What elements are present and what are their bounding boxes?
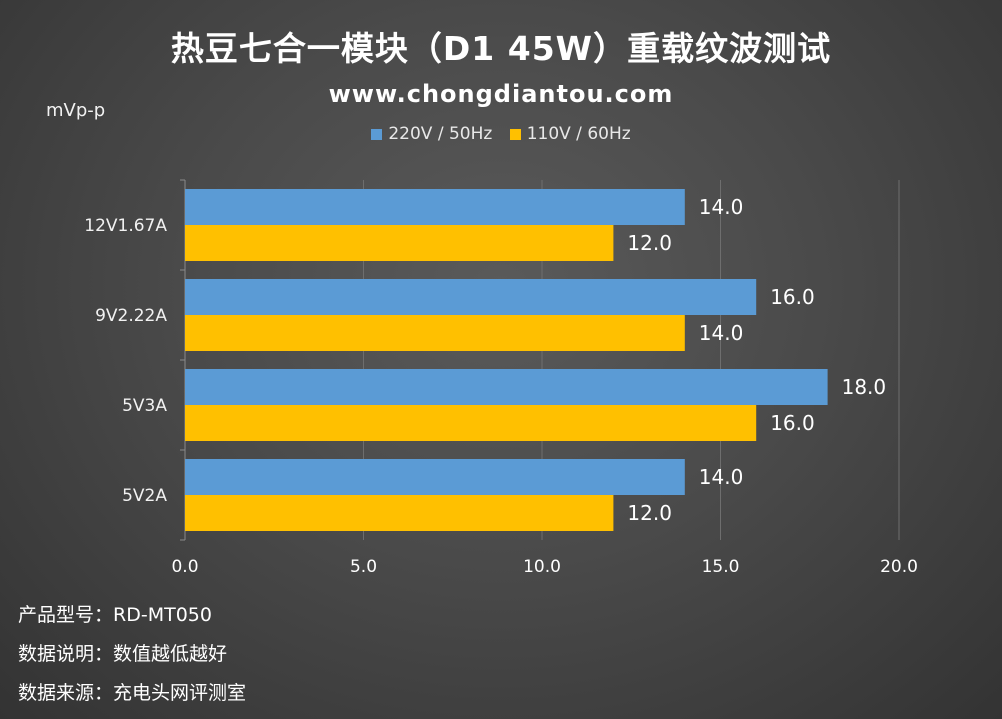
data-label-110v-2: 16.0 bbox=[770, 411, 815, 435]
footer-note: 数据说明：数值越低越好 bbox=[18, 639, 227, 666]
legend-item-220v: 220V / 50Hz bbox=[371, 124, 492, 144]
chart-title: 热豆七合一模块（D1 45W）重载纹波测试 bbox=[170, 29, 832, 68]
category-label-0: 12V1.67A bbox=[84, 216, 167, 236]
x-tick-label-2: 10.0 bbox=[523, 557, 561, 577]
footer-note-value: 数值越低越好 bbox=[113, 643, 228, 665]
x-tick-label-0: 0.0 bbox=[171, 557, 198, 577]
chart-subtitle: www.chongdiantou.com bbox=[328, 80, 674, 108]
category-label-3: 5V2A bbox=[122, 486, 167, 506]
legend-label-110v: 110V / 60Hz bbox=[526, 124, 631, 144]
data-label-110v-3: 12.0 bbox=[627, 501, 672, 525]
legend-item-110v: 110V / 60Hz bbox=[509, 124, 631, 144]
bar-220v-0 bbox=[185, 189, 685, 225]
bar-220v-1 bbox=[185, 279, 757, 315]
category-label-1: 9V2.22A bbox=[95, 306, 167, 326]
category-label-2: 5V3A bbox=[122, 396, 167, 416]
data-label-220v-1: 16.0 bbox=[770, 285, 815, 309]
legend-swatch-220v bbox=[371, 128, 383, 140]
bar-220v-3 bbox=[185, 459, 685, 495]
data-label-110v-0: 12.0 bbox=[627, 231, 672, 255]
bar-220v-2 bbox=[185, 369, 828, 405]
footer-source-value: 充电头网评测室 bbox=[113, 682, 247, 704]
x-tick-label-3: 15.0 bbox=[702, 557, 740, 577]
data-label-220v-2: 18.0 bbox=[842, 375, 887, 399]
footer-model-label: 产品型号： bbox=[18, 604, 114, 626]
x-tick-label-1: 5.0 bbox=[350, 557, 377, 577]
footer-source: 数据来源：充电头网评测室 bbox=[18, 678, 246, 705]
legend-swatch-110v bbox=[509, 128, 521, 140]
bar-110v-0 bbox=[185, 225, 614, 261]
footer-model: 产品型号：RD-MT050 bbox=[18, 600, 212, 627]
x-tick-label-4: 20.0 bbox=[880, 557, 918, 577]
bar-110v-1 bbox=[185, 315, 685, 351]
bar-110v-2 bbox=[185, 405, 757, 441]
footer-source-label: 数据来源： bbox=[18, 682, 114, 704]
legend-label-220v: 220V / 50Hz bbox=[388, 124, 493, 144]
bar-110v-3 bbox=[185, 495, 614, 531]
data-label-220v-0: 14.0 bbox=[699, 195, 744, 219]
legend: 220V / 50Hz 110V / 60Hz bbox=[0, 124, 1002, 145]
footer-model-value: RD-MT050 bbox=[113, 604, 212, 626]
data-label-110v-1: 14.0 bbox=[699, 321, 744, 345]
data-label-220v-3: 14.0 bbox=[699, 465, 744, 489]
unit-label: mVp-p bbox=[46, 100, 106, 121]
footer-note-label: 数据说明： bbox=[18, 643, 114, 665]
